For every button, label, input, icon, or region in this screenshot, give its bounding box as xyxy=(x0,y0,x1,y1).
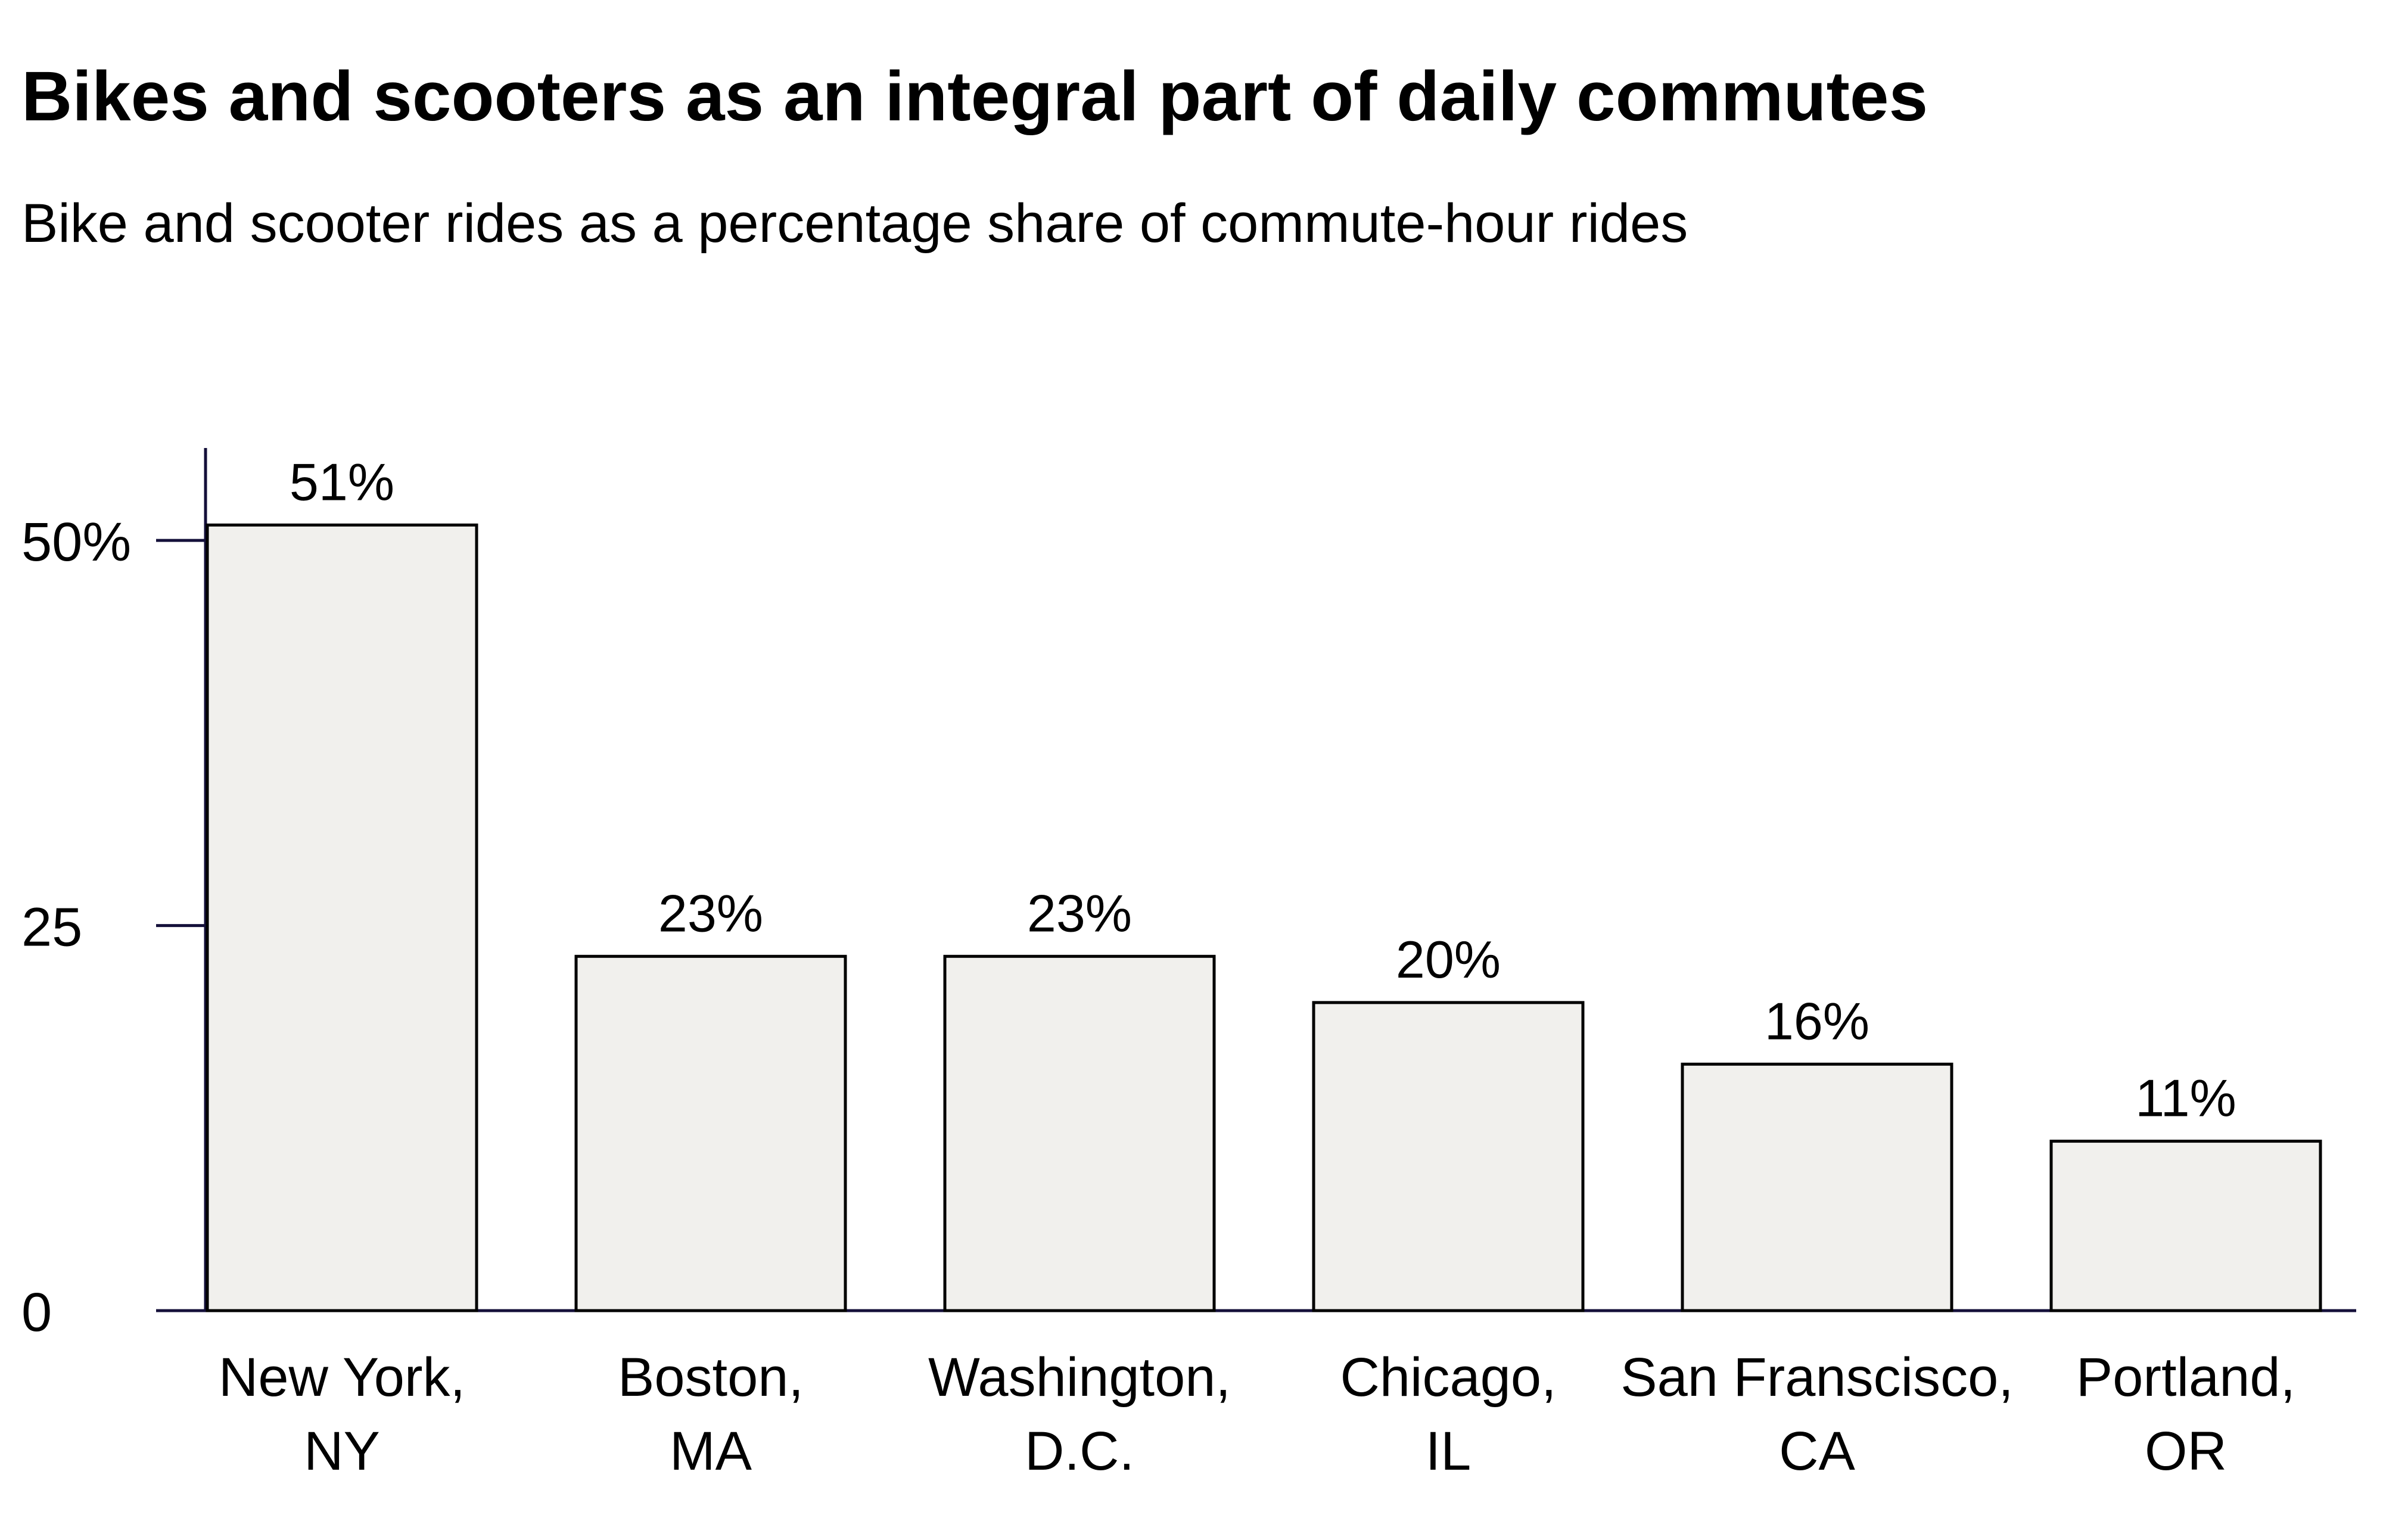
bar xyxy=(206,523,478,1312)
y-tick-label: 0 xyxy=(21,1282,52,1343)
x-category-label: NY xyxy=(304,1421,380,1482)
bars xyxy=(206,523,2322,1312)
y-tick-label: 25 xyxy=(21,897,82,958)
bar-value-label: 16% xyxy=(1765,991,1869,1050)
x-category-label: D.C. xyxy=(1025,1421,1134,1482)
bar-value-label: 51% xyxy=(290,452,394,511)
labels: 0 25 50% 51% New York, NY 23% Boston, MA 23% Washi… xyxy=(21,452,2295,1482)
bar xyxy=(1312,1001,1585,1312)
bar-value-label: 11% xyxy=(2135,1069,2236,1128)
bar-value-label: 23% xyxy=(658,883,763,942)
bar xyxy=(943,954,1216,1312)
x-category-label: IL xyxy=(1426,1421,1472,1482)
x-category-label: MA xyxy=(670,1421,752,1482)
bar-value-label: 23% xyxy=(1027,883,1132,942)
x-category-label: Chicago, xyxy=(1340,1347,1556,1408)
x-category-label: San Franscisco, xyxy=(1620,1347,2014,1408)
x-category-label: Washington, xyxy=(928,1347,1231,1408)
bar xyxy=(574,954,847,1312)
chart-title: Bikes and scooters as an integral part o… xyxy=(21,57,1928,136)
x-category-label: Boston, xyxy=(618,1347,804,1408)
x-category-label: New York, xyxy=(219,1347,465,1408)
x-category-label: Portland, xyxy=(2076,1347,2295,1408)
x-category-label: OR xyxy=(2145,1421,2227,1482)
chart-subtitle: Bike and scooter rides as a percentage s… xyxy=(21,193,1688,254)
axes xyxy=(156,448,2356,1312)
x-category-label: CA xyxy=(1779,1421,1855,1482)
y-tick-label: 50% xyxy=(21,512,131,573)
bar-value-label: 20% xyxy=(1396,930,1501,989)
bar xyxy=(1681,1062,1953,1312)
bar xyxy=(2049,1140,2322,1312)
